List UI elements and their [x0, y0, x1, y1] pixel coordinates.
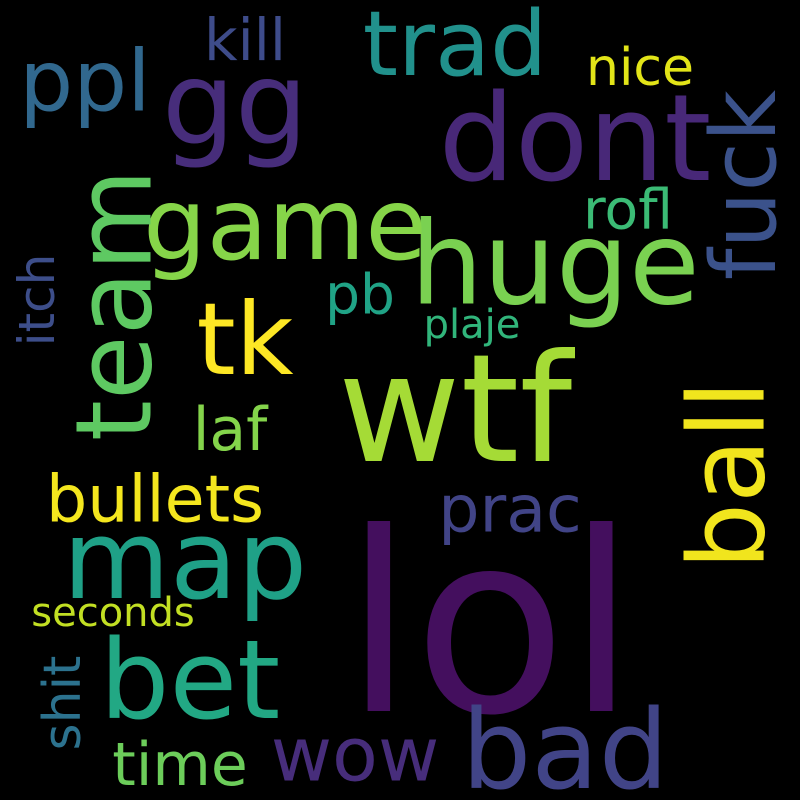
word-fuck: fuck — [692, 89, 797, 281]
word-rofl: rofl — [583, 177, 673, 242]
word-ppl: ppl — [19, 32, 151, 132]
word-laf: laf — [192, 395, 268, 465]
word-prac: prac — [438, 472, 582, 548]
word-ball: ball — [666, 380, 789, 570]
word-team: team — [53, 168, 176, 442]
word-bet: bet — [99, 616, 281, 744]
word-time: time — [112, 730, 248, 800]
word-plaje: plaje — [423, 302, 521, 348]
word-map: map — [62, 496, 308, 624]
word-pb: pb — [325, 262, 395, 327]
word-kill: kill — [204, 6, 286, 74]
word-bullets: bullets — [46, 462, 264, 538]
word-seconds: seconds — [31, 590, 195, 636]
word-tk: tk — [196, 281, 294, 398]
word-itch: itch — [8, 253, 66, 347]
word-game: game — [143, 166, 427, 283]
word-trad: trad — [362, 0, 548, 97]
word-gg: gg — [162, 37, 308, 172]
word-shit: shit — [33, 655, 93, 751]
word-bad: bad — [461, 686, 669, 800]
word-dont: dont — [438, 70, 712, 209]
word-nice: nice — [586, 38, 694, 98]
word-wtf: wtf — [337, 323, 573, 497]
word-wow: wow — [270, 710, 440, 799]
word-lol: lol — [344, 479, 636, 770]
word-huge: huge — [410, 197, 700, 332]
